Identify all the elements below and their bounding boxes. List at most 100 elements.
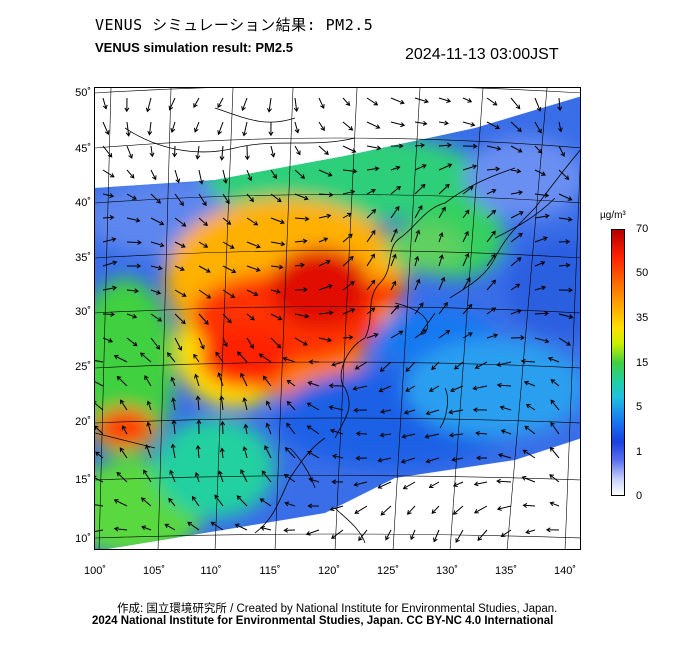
wind-arrow bbox=[102, 145, 113, 158]
lon-tick-135: 135˚ bbox=[494, 565, 518, 577]
wind-arrow bbox=[222, 265, 237, 274]
wind-arrow bbox=[198, 337, 205, 350]
wind-arrow bbox=[265, 422, 272, 435]
wind-arrow bbox=[472, 385, 488, 391]
wind-arrow bbox=[521, 475, 536, 483]
wind-arrow bbox=[95, 529, 104, 532]
wind-arrow bbox=[329, 505, 344, 512]
colorbar-label-50: 50 bbox=[636, 267, 649, 279]
wind-arrow bbox=[390, 253, 397, 267]
wind-arrow bbox=[558, 313, 574, 320]
wind-arrow bbox=[318, 97, 325, 109]
wind-arrow bbox=[95, 475, 104, 483]
timestamp: 2024-11-13 03:00JST bbox=[405, 46, 559, 63]
wind-arrow bbox=[414, 255, 420, 267]
wind-arrow bbox=[558, 239, 571, 245]
wind-arrow bbox=[342, 233, 353, 243]
wind-arrow bbox=[438, 97, 452, 103]
wind-arrow bbox=[113, 354, 128, 363]
wind-arrow bbox=[414, 278, 421, 291]
wind-arrow bbox=[168, 97, 176, 111]
colorbar-label-5: 5 bbox=[636, 401, 643, 413]
wind-arrow bbox=[307, 503, 320, 509]
wind-arrow bbox=[433, 529, 440, 543]
wind-arrow bbox=[113, 499, 128, 507]
wind-arrow bbox=[414, 120, 428, 126]
wind-arrow bbox=[510, 257, 522, 267]
wind-arrow bbox=[305, 529, 320, 536]
wind-arrow bbox=[124, 97, 130, 113]
wind-arrow bbox=[473, 505, 488, 514]
lat-tick-40: 40˚ bbox=[75, 197, 91, 209]
wind-arrow bbox=[220, 420, 226, 435]
wind-arrow bbox=[414, 229, 421, 243]
wind-arrow bbox=[405, 385, 416, 392]
wind-arrow bbox=[558, 262, 571, 268]
wind-arrow bbox=[431, 505, 440, 515]
wind-arrow bbox=[307, 451, 320, 459]
wind-arrow bbox=[486, 97, 498, 106]
wind-arrow bbox=[379, 361, 392, 372]
wind-arrow bbox=[522, 449, 536, 459]
wind-arrow bbox=[549, 501, 560, 507]
wind-arrow bbox=[342, 97, 351, 107]
wind-arrow bbox=[390, 205, 400, 219]
wind-arrow bbox=[174, 241, 186, 248]
lon-tick-125: 125˚ bbox=[376, 565, 400, 577]
wind-arrow bbox=[473, 481, 488, 487]
wind-arrow bbox=[174, 193, 184, 207]
wind-arrow bbox=[102, 311, 116, 317]
wind-arrow bbox=[307, 381, 320, 387]
wind-arrow bbox=[486, 307, 497, 315]
wind-arrow bbox=[449, 385, 464, 393]
wind-arrow bbox=[222, 337, 228, 348]
wind-arrow bbox=[294, 121, 300, 134]
wind-arrow bbox=[534, 192, 550, 198]
wind-arrow bbox=[308, 359, 320, 365]
wind-arrow bbox=[306, 402, 320, 411]
pm25-concentration-map bbox=[94, 87, 581, 550]
wind-arrow bbox=[286, 379, 296, 387]
wind-arrow bbox=[145, 444, 152, 459]
wind-arrow bbox=[342, 121, 354, 131]
wind-arrow bbox=[332, 453, 344, 459]
wind-arrow bbox=[534, 310, 549, 317]
credit-line: 作成: 国立環境研究所 / Created by National Instit… bbox=[117, 603, 558, 615]
wind-arrow bbox=[549, 446, 560, 459]
wind-arrow bbox=[270, 217, 285, 225]
wind-arrow bbox=[150, 337, 161, 350]
wind-arrow bbox=[558, 193, 573, 201]
wind-arrow bbox=[366, 145, 382, 151]
wind-arrow bbox=[390, 330, 404, 339]
lon-tick-120: 120˚ bbox=[317, 565, 341, 577]
wind-arrow bbox=[524, 425, 536, 435]
wind-arrow bbox=[102, 169, 115, 178]
wind-arrow bbox=[523, 380, 536, 387]
wind-arrow bbox=[126, 217, 141, 223]
wind-arrow bbox=[390, 185, 402, 195]
wind-arrow bbox=[102, 285, 118, 291]
wind-arrow bbox=[520, 358, 536, 364]
wind-arrow bbox=[410, 529, 416, 541]
wind-arrow bbox=[462, 209, 470, 219]
wind-arrow bbox=[282, 356, 296, 363]
wind-arrow bbox=[294, 169, 306, 179]
wind-arrow bbox=[500, 529, 512, 537]
wind-arrow bbox=[194, 471, 200, 483]
wind-arrow bbox=[294, 262, 305, 268]
wind-arrow bbox=[472, 407, 488, 413]
wind-arrow bbox=[496, 505, 512, 511]
wind-arrow bbox=[510, 232, 523, 243]
wind-arrow bbox=[379, 432, 392, 438]
wind-arrow bbox=[174, 169, 181, 184]
lat-tick-10: 10˚ bbox=[75, 533, 91, 545]
wind-arrow bbox=[557, 121, 563, 133]
wind-arrow bbox=[414, 302, 424, 315]
wind-arrow bbox=[486, 145, 502, 151]
wind-arrow bbox=[462, 97, 473, 103]
wind-arrow bbox=[144, 375, 152, 387]
wind-arrow bbox=[214, 494, 224, 507]
wind-arrow bbox=[414, 164, 427, 171]
wind-arrow bbox=[522, 502, 536, 509]
wind-arrow bbox=[171, 397, 176, 411]
